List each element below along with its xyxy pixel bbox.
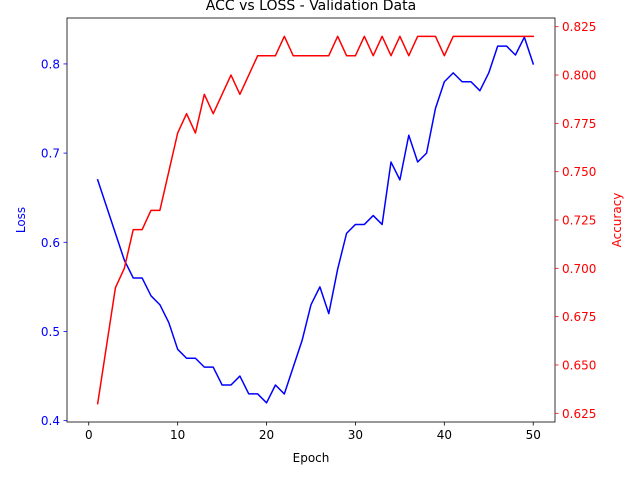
x-tick-label: 0 [85, 428, 93, 442]
accuracy-series-line [96, 35, 534, 405]
y-left-tick-label: 0.7 [41, 147, 60, 161]
y-right-tick-label: 0.775 [562, 117, 596, 131]
y-left-tick-label: 0.6 [41, 236, 60, 250]
x-axis-label: Epoch [293, 451, 330, 465]
x-tick-label: 20 [259, 428, 274, 442]
y-left-axis-label: Loss [14, 207, 28, 233]
y-right-tick-label: 0.750 [562, 165, 596, 179]
y-left-tick-label: 0.4 [41, 414, 60, 428]
x-tick-label: 10 [170, 428, 185, 442]
y-right-tick-label: 0.725 [562, 214, 596, 228]
x-tick-label: 30 [348, 428, 363, 442]
y-right-axis-label: Accuracy [610, 193, 624, 248]
y-right-tick-label: 0.700 [562, 262, 596, 276]
y-right-tick-label: 0.650 [562, 358, 596, 372]
y-right-tick-label: 0.675 [562, 310, 596, 324]
y-left-tick-label: 0.8 [41, 57, 60, 71]
x-tick-label: 40 [437, 428, 452, 442]
loss-series-line [96, 36, 535, 404]
y-right-tick-label: 0.625 [562, 407, 596, 421]
y-right-tick-label: 0.800 [562, 69, 596, 83]
x-tick-label: 50 [526, 428, 541, 442]
y-right-tick-label: 0.825 [562, 20, 596, 34]
y-left-tick-label: 0.5 [41, 325, 60, 339]
chart-title: ACC vs LOSS - Validation Data [206, 0, 416, 14]
